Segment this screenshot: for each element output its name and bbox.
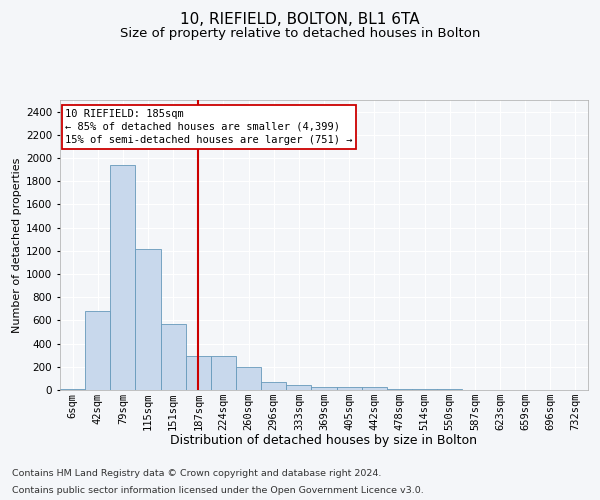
Bar	[387, 389, 412, 390]
Text: 10, RIEFIELD, BOLTON, BL1 6TA: 10, RIEFIELD, BOLTON, BL1 6TA	[180, 12, 420, 28]
Bar	[337, 387, 362, 390]
Text: Contains HM Land Registry data © Crown copyright and database right 2024.: Contains HM Land Registry data © Crown c…	[12, 468, 382, 477]
Bar	[85, 311, 110, 390]
X-axis label: Distribution of detached houses by size in Bolton: Distribution of detached houses by size …	[170, 434, 478, 448]
Bar	[211, 356, 236, 390]
Bar	[311, 386, 337, 390]
Bar	[161, 324, 186, 390]
Bar	[261, 382, 286, 390]
Text: Size of property relative to detached houses in Bolton: Size of property relative to detached ho…	[120, 28, 480, 40]
Bar	[362, 387, 387, 390]
Bar	[236, 368, 261, 390]
Text: 10 RIEFIELD: 185sqm
← 85% of detached houses are smaller (4,399)
15% of semi-det: 10 RIEFIELD: 185sqm ← 85% of detached ho…	[65, 108, 353, 145]
Bar	[186, 356, 211, 390]
Bar	[110, 165, 136, 390]
Bar	[136, 249, 161, 390]
Bar	[412, 389, 437, 390]
Y-axis label: Number of detached properties: Number of detached properties	[12, 158, 22, 332]
Bar	[286, 386, 311, 390]
Text: Contains public sector information licensed under the Open Government Licence v3: Contains public sector information licen…	[12, 486, 424, 495]
